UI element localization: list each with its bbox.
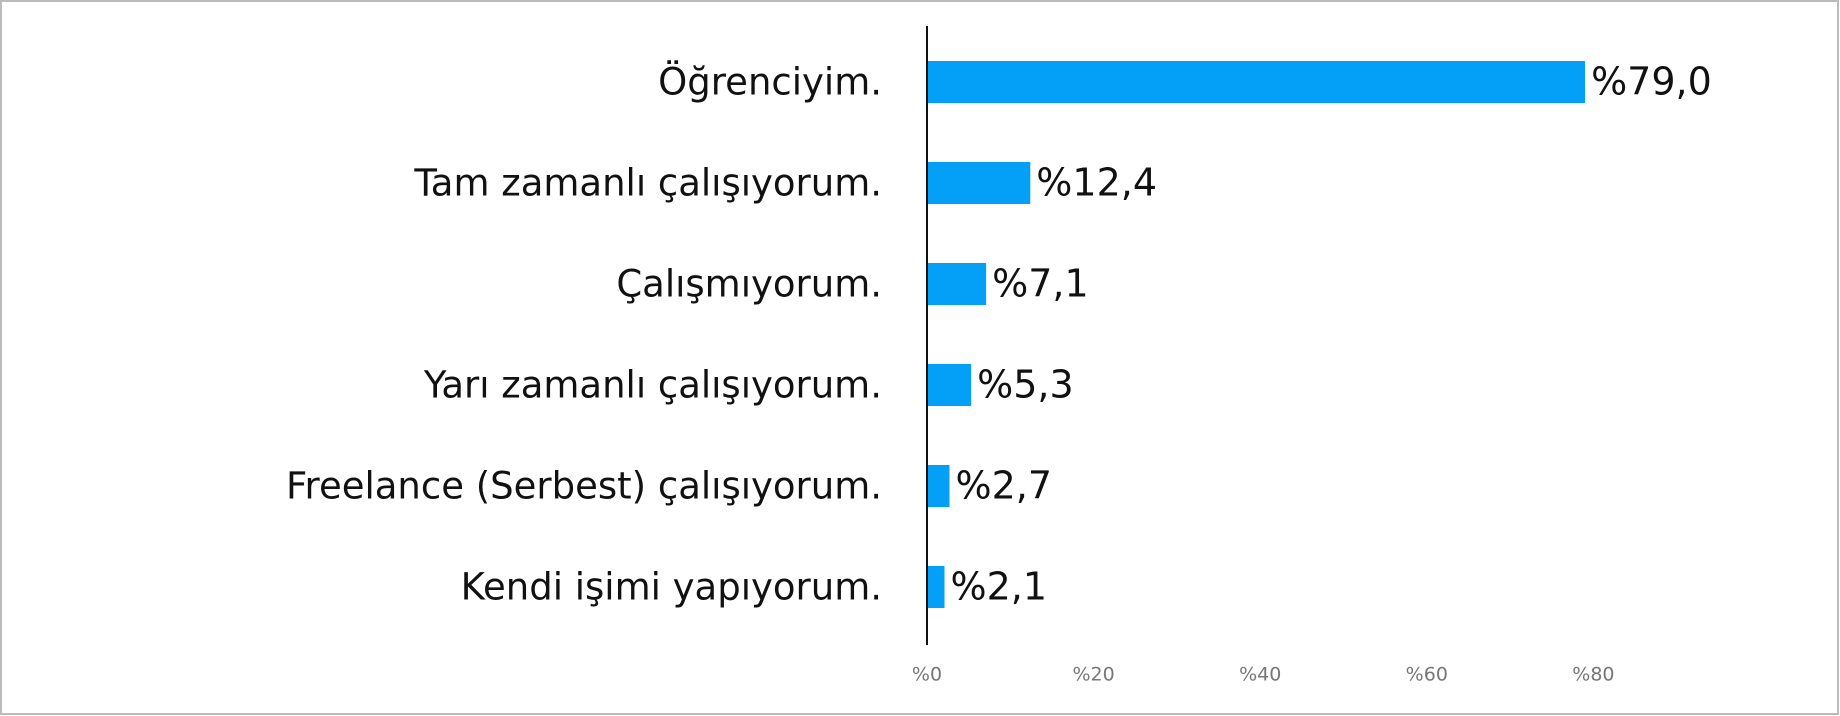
- x-tick-label: %0: [912, 664, 942, 686]
- value-label: %12,4: [1036, 161, 1157, 205]
- x-tick-label: %80: [1572, 664, 1614, 686]
- x-tick-label: %60: [1406, 664, 1448, 686]
- x-tick-label: %20: [1072, 664, 1114, 686]
- bar: [927, 566, 945, 608]
- bar: [927, 61, 1586, 103]
- bar: [927, 364, 972, 406]
- value-label: %2,7: [955, 464, 1052, 508]
- value-label: %5,3: [977, 363, 1074, 407]
- category-label: Kendi işimi yapıyorum.: [461, 566, 882, 609]
- bar: [927, 465, 950, 507]
- category-label: Tam zamanlı çalışıyorum.: [413, 162, 882, 205]
- category-label: Öğrenciyim.: [658, 61, 882, 104]
- bar: [927, 162, 1031, 204]
- category-label: Yarı zamanlı çalışıyorum.: [423, 364, 882, 407]
- bar: [927, 263, 987, 305]
- x-tick-label: %40: [1239, 664, 1281, 686]
- value-label: %7,1: [992, 262, 1089, 306]
- value-label: %2,1: [950, 565, 1047, 609]
- category-label: Freelance (Serbest) çalışıyorum.: [286, 465, 882, 508]
- category-label: Çalışmıyorum.: [616, 263, 882, 306]
- value-label: %79,0: [1591, 60, 1712, 104]
